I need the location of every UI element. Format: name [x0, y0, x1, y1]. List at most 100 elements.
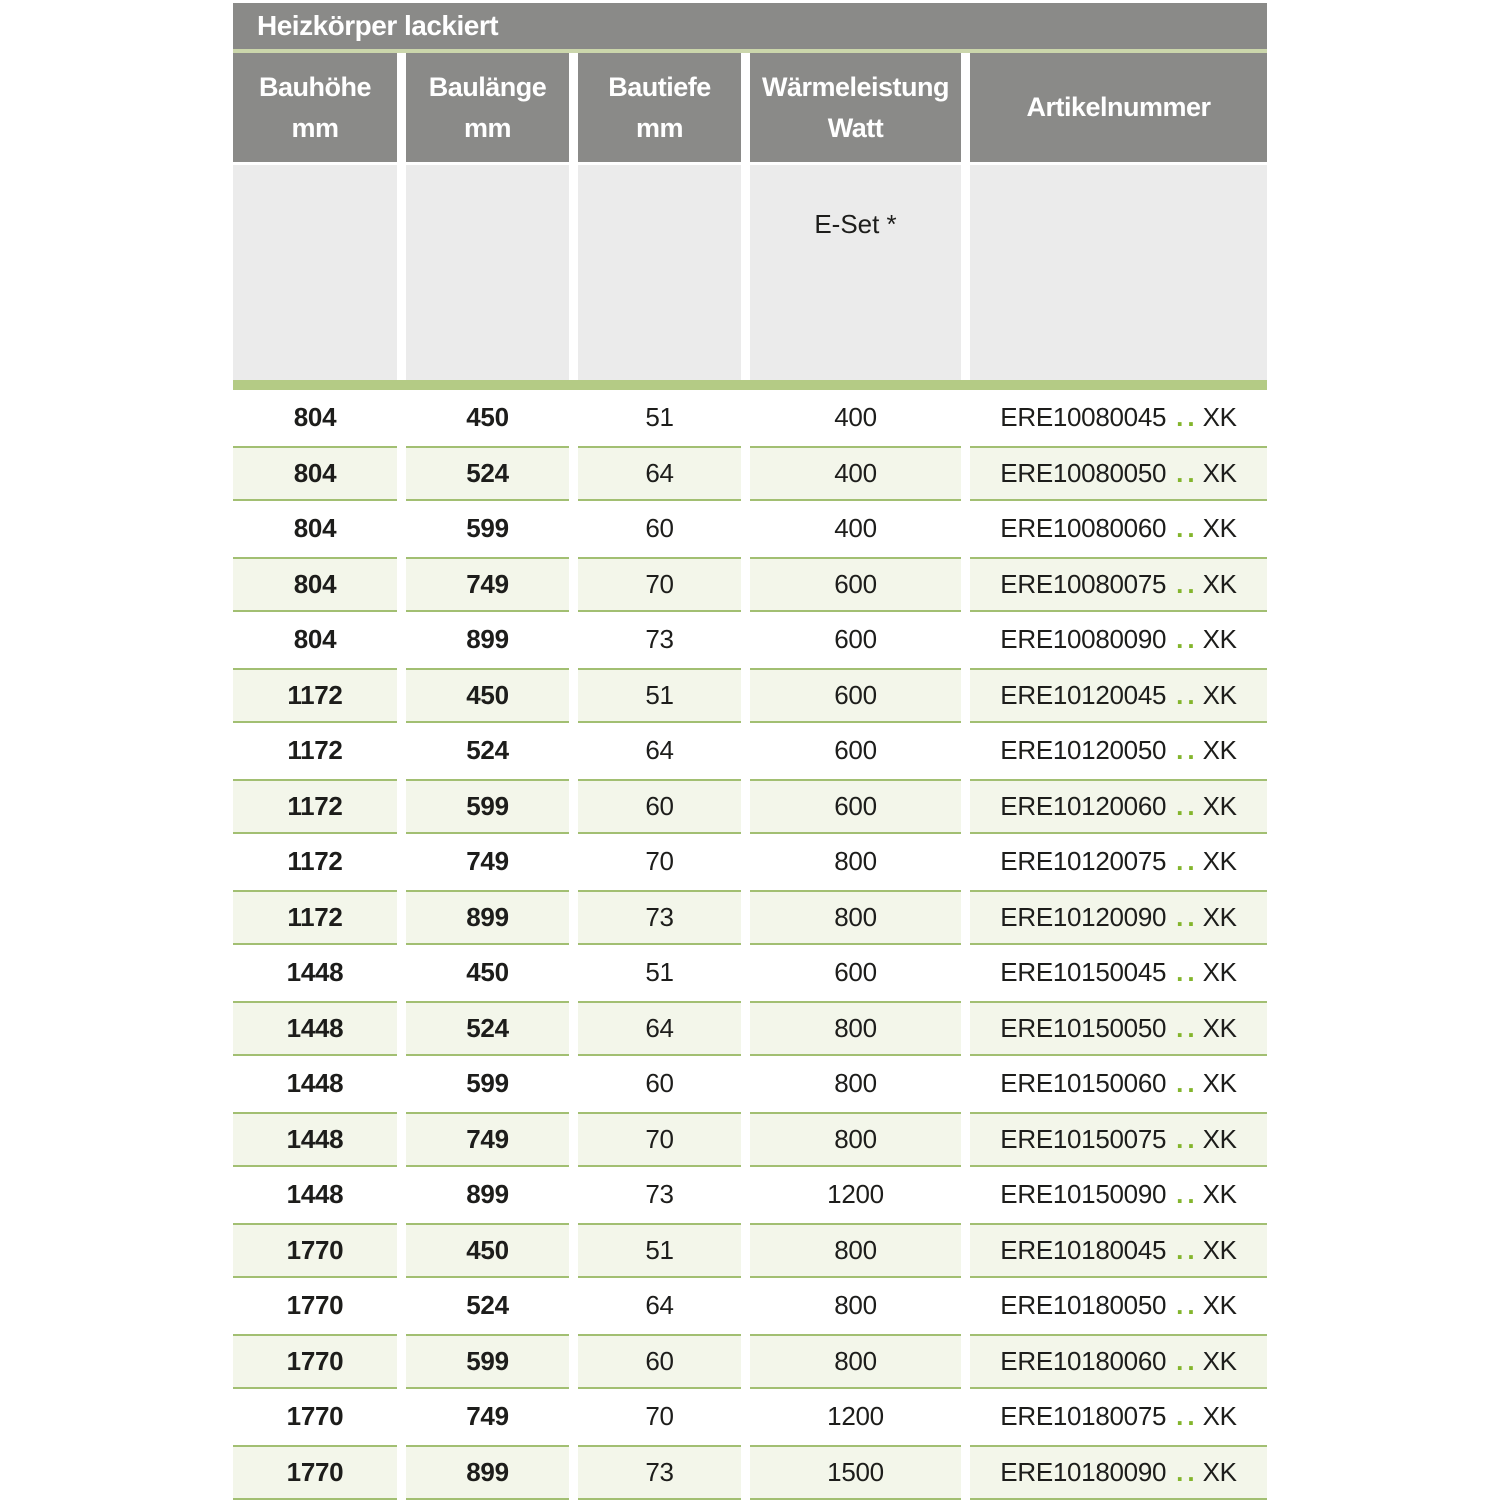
table-row: 1172 749 70 800 ERE10120075 .. XK: [233, 834, 1267, 890]
artikel-suffix: XK: [1202, 1123, 1237, 1154]
cell-artikelnummer: ERE10120045 .. XK: [970, 667, 1267, 723]
cell-bauhoehe: 804: [293, 402, 337, 433]
artikel-dots: ..: [1176, 568, 1199, 599]
cell-waermeleistung: 600: [834, 624, 877, 655]
artikel-suffix: XK: [1202, 457, 1237, 488]
cell-artikelnummer: ERE10150050 .. XK: [970, 1000, 1267, 1056]
table-row: 1770 524 64 800 ERE10180050 .. XK: [233, 1278, 1267, 1334]
cell-waermeleistung: 600: [750, 778, 961, 834]
table-row: 1448 599 60 800 ERE10150060 .. XK: [233, 1056, 1267, 1112]
artikel-code: ERE10120090: [1000, 901, 1167, 932]
cell-bauhoehe: 1770: [286, 1290, 344, 1321]
cell-baulaenge: 450: [406, 1222, 569, 1278]
cell-waermeleistung: 800: [750, 1222, 961, 1278]
artikel-code: ERE10180060: [1000, 1345, 1167, 1376]
artikel-dots: ..: [1176, 624, 1199, 655]
artikel-dots: ..: [1176, 513, 1199, 544]
column-header-bauhoehe: Bauhöhe mm: [233, 53, 397, 162]
artikel-code: ERE10180090: [1000, 1456, 1167, 1487]
table-row: 1770 899 73 1500 ERE10180090 .. XK: [233, 1444, 1267, 1500]
cell-bauhoehe: 1172: [287, 846, 343, 877]
column-label: Artikelnummer: [1026, 92, 1211, 123]
cell-bautiefe: 64: [645, 1290, 674, 1321]
artikel-code: ERE10080060: [1000, 513, 1167, 544]
artikel-code: ERE10150050: [1000, 1012, 1167, 1043]
cell-bauhoehe: 804: [293, 513, 337, 544]
artikel-dots: ..: [1176, 735, 1199, 766]
column-unit: mm: [463, 112, 512, 143]
artikel-suffix: XK: [1202, 513, 1237, 544]
cell-bauhoehe: 1172: [233, 667, 397, 723]
table-row: 1172 899 73 800 ERE10120090 .. XK: [233, 889, 1267, 945]
cell-baulaenge: 599: [466, 1068, 509, 1099]
column-header-bautiefe: Bautiefe mm: [578, 53, 741, 162]
artikel-code: ERE10180045: [1000, 1234, 1167, 1265]
table-body: 804 450 51 400 ERE10080045 .. XK 804 524…: [233, 390, 1267, 1500]
cell-artikelnummer: ERE10120060 .. XK: [970, 778, 1267, 834]
artikel-dots: ..: [1176, 1234, 1199, 1265]
eset-label: E-Set *: [814, 209, 897, 239]
cell-bauhoehe: 804: [293, 624, 337, 655]
cell-bautiefe: 60: [645, 513, 674, 544]
cell-baulaenge: 524: [466, 735, 509, 766]
cell-bauhoehe: 1448: [286, 1179, 344, 1210]
cell-waermeleistung: 600: [834, 957, 877, 988]
column-header-row: Bauhöhe mm Baulänge mm Bautiefe mm Wärme…: [233, 53, 1267, 162]
artikel-dots: ..: [1176, 957, 1199, 988]
table-row: 1448 524 64 800 ERE10150050 .. XK: [233, 1000, 1267, 1056]
table-row: 1770 450 51 800 ERE10180045 .. XK: [233, 1222, 1267, 1278]
cell-baulaenge: 450: [406, 667, 569, 723]
table-row: 1770 599 60 800 ERE10180060 .. XK: [233, 1333, 1267, 1389]
artikel-code: ERE10120060: [1000, 790, 1167, 821]
artikel-code: ERE10120075: [1000, 846, 1167, 877]
cell-artikelnummer: ERE10150045 .. XK: [970, 945, 1267, 1001]
cell-bautiefe: 73: [645, 624, 674, 655]
artikel-code: ERE10180075: [1000, 1401, 1167, 1432]
cell-bauhoehe: 1448: [286, 957, 344, 988]
table-row: 804 524 64 400 ERE10080050 .. XK: [233, 445, 1267, 501]
table-row: 1172 524 64 600 ERE10120050 .. XK: [233, 723, 1267, 779]
artikel-suffix: XK: [1202, 957, 1237, 988]
column-unit: mm: [635, 112, 684, 143]
table-row: 1448 749 70 800 ERE10150075 .. XK: [233, 1111, 1267, 1167]
cell-baulaenge: 524: [406, 445, 569, 501]
artikel-dots: ..: [1176, 679, 1199, 710]
artikel-dots: ..: [1176, 1401, 1199, 1432]
cell-bautiefe: 60: [645, 1068, 674, 1099]
cell-artikelnummer: ERE10180060 .. XK: [970, 1333, 1267, 1389]
artikel-dots: ..: [1176, 790, 1199, 821]
spec-table: Heizkörper lackiert Bauhöhe mm Baulänge …: [233, 3, 1267, 1500]
table-title-bar: Heizkörper lackiert: [233, 3, 1267, 49]
cell-bautiefe: 60: [578, 1333, 741, 1389]
table-row: 804 749 70 600 ERE10080075 .. XK: [233, 556, 1267, 612]
artikel-code: ERE10120045: [1000, 679, 1167, 710]
cell-artikelnummer: ERE10120050 .. XK: [970, 723, 1267, 779]
cell-artikelnummer: ERE10080090 .. XK: [970, 612, 1267, 668]
artikel-code: ERE10150045: [1000, 957, 1167, 988]
cell-artikelnummer: ERE10120075 .. XK: [970, 834, 1267, 890]
subheader-cell-eset: E-Set *: [750, 165, 961, 380]
cell-bauhoehe: 1448: [286, 1068, 344, 1099]
artikel-dots: ..: [1176, 457, 1199, 488]
artikel-suffix: XK: [1202, 790, 1237, 821]
artikel-suffix: XK: [1202, 1068, 1237, 1099]
cell-bauhoehe: 804: [233, 445, 397, 501]
artikel-dots: ..: [1176, 1012, 1199, 1043]
cell-waermeleistung: 600: [750, 667, 961, 723]
cell-artikelnummer: ERE10080075 .. XK: [970, 556, 1267, 612]
cell-waermeleistung: 800: [834, 846, 877, 877]
artikel-suffix: XK: [1202, 1012, 1237, 1043]
cell-artikelnummer: ERE10180075 .. XK: [970, 1389, 1267, 1445]
artikel-suffix: XK: [1202, 735, 1237, 766]
cell-waermeleistung: 1200: [827, 1401, 884, 1432]
cell-bautiefe: 64: [578, 1000, 741, 1056]
table-row: 1172 450 51 600 ERE10120045 .. XK: [233, 667, 1267, 723]
column-unit: Watt: [827, 112, 884, 143]
cell-bautiefe: 70: [578, 1111, 741, 1167]
cell-waermeleistung: 400: [834, 402, 877, 433]
cell-bautiefe: 51: [645, 402, 674, 433]
header-separator-bar: [233, 380, 1267, 390]
cell-waermeleistung: 1200: [827, 1179, 884, 1210]
artikel-suffix: XK: [1202, 568, 1237, 599]
cell-bautiefe: 73: [645, 1179, 674, 1210]
